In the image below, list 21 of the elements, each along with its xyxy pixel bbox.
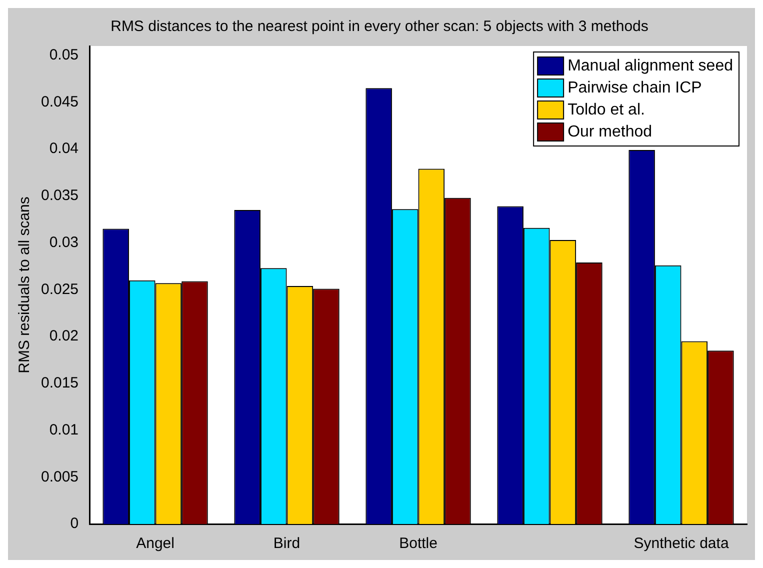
x-tick-label: Angel	[136, 535, 174, 552]
y-axis-title: RMS residuals to all scans	[16, 196, 34, 374]
y-tick-label: 0.035	[40, 187, 79, 204]
y-tick-label: 0.025	[40, 280, 79, 298]
y-tick-label: 0.01	[49, 421, 79, 438]
y-tick-label: 0	[70, 515, 79, 532]
chart-title: RMS distances to the nearest point in every other scan: 5 objects with 3 methods	[110, 18, 648, 36]
y-tick-label: 0.04	[49, 140, 79, 158]
legend-label: Toldo et al.	[568, 101, 645, 118]
y-tick-label: 0.005	[40, 468, 79, 486]
x-tick-label: Bottle	[399, 535, 438, 552]
legend-label: Our method	[568, 123, 652, 140]
y-tick-label: 0.03	[49, 234, 79, 251]
legend-label: Pairwise chain ICP	[568, 79, 702, 96]
y-tick-label: 0.02	[49, 328, 79, 345]
y-tick-label: 0.05	[49, 46, 79, 64]
y-tick-label: 0.015	[40, 374, 79, 392]
x-tick-label: Synthetic data	[634, 535, 730, 552]
x-tick-label: Bird	[273, 535, 300, 552]
y-tick-label: 0.045	[40, 93, 79, 110]
legend-label: Manual alignment seed	[568, 57, 733, 74]
